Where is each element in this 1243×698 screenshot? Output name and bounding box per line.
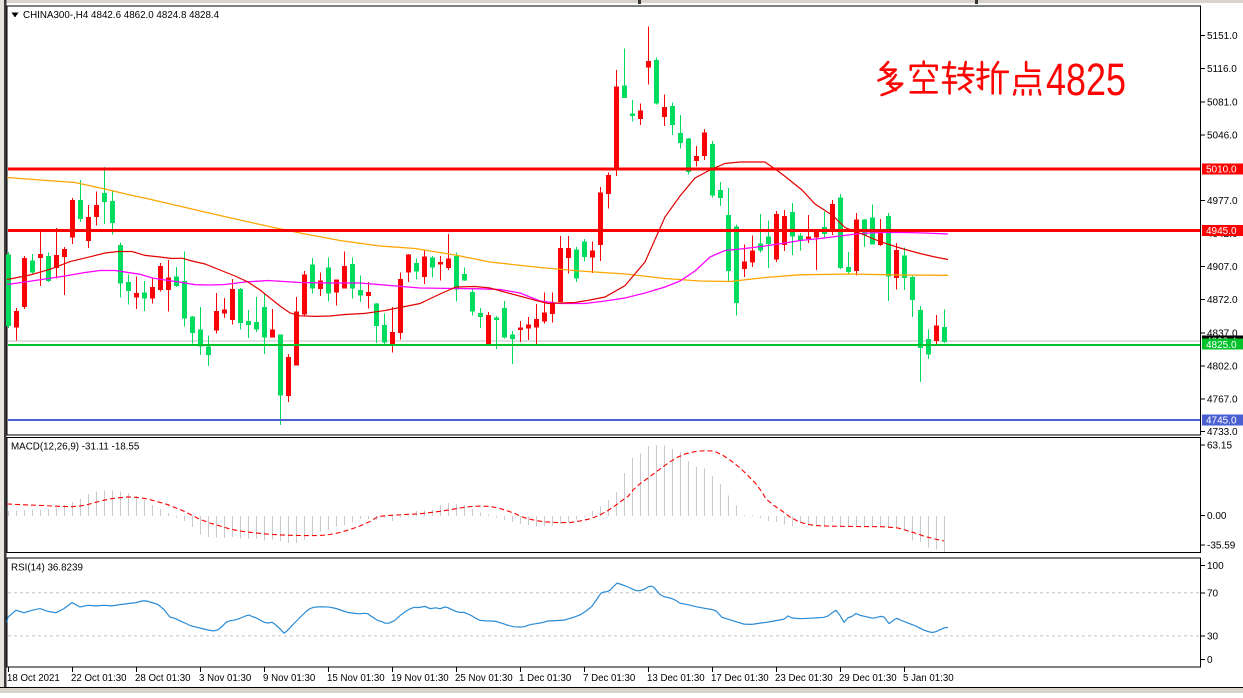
svg-text:29 Dec 01:30: 29 Dec 01:30 <box>839 673 897 684</box>
svg-text:19 Nov 01:30: 19 Nov 01:30 <box>391 673 449 684</box>
svg-text:4745.0: 4745.0 <box>1206 416 1237 427</box>
svg-text:4767.0: 4767.0 <box>1207 395 1238 406</box>
svg-text:5046.0: 5046.0 <box>1207 130 1238 141</box>
svg-text:5010.0: 5010.0 <box>1206 165 1237 176</box>
svg-text:1 Dec 01:30: 1 Dec 01:30 <box>519 673 572 684</box>
svg-text:7 Dec 01:30: 7 Dec 01:30 <box>583 673 636 684</box>
svg-text:CHINA300-,H4 4842.6 4862.0 48: CHINA300-,H4 4842.6 4862.0 4824.8 4828.4 <box>23 10 220 21</box>
svg-text:30: 30 <box>1207 632 1219 643</box>
svg-text:4977.0: 4977.0 <box>1207 196 1238 207</box>
svg-text:0.00: 0.00 <box>1207 511 1227 522</box>
svg-text:9 Nov 01:30: 9 Nov 01:30 <box>263 673 316 684</box>
svg-text:RSI(14) 36.8239: RSI(14) 36.8239 <box>11 563 83 574</box>
svg-text:4945.0: 4945.0 <box>1206 226 1237 237</box>
svg-text:4872.0: 4872.0 <box>1207 295 1238 306</box>
svg-text:MACD(12,26,9) -31.11 -18.55: MACD(12,26,9) -31.11 -18.55 <box>11 442 140 453</box>
svg-text:70: 70 <box>1207 589 1219 600</box>
svg-text:0: 0 <box>1207 655 1213 666</box>
svg-text:5116.0: 5116.0 <box>1207 64 1237 75</box>
svg-text:4802.0: 4802.0 <box>1207 362 1238 373</box>
svg-text:4907.0: 4907.0 <box>1207 262 1238 273</box>
svg-text:4733.0: 4733.0 <box>1207 427 1238 438</box>
svg-text:15 Nov 01:30: 15 Nov 01:30 <box>327 673 385 684</box>
svg-text:4837.0: 4837.0 <box>1207 328 1238 339</box>
svg-text:23 Dec 01:30: 23 Dec 01:30 <box>775 673 833 684</box>
svg-text:25 Nov 01:30: 25 Nov 01:30 <box>455 673 513 684</box>
svg-text:18 Oct 2021: 18 Oct 2021 <box>7 673 60 684</box>
svg-text:13 Dec 01:30: 13 Dec 01:30 <box>647 673 705 684</box>
svg-text:4825: 4825 <box>1046 54 1126 105</box>
svg-text:28 Oct 01:30: 28 Oct 01:30 <box>135 673 191 684</box>
svg-text:17 Dec 01:30: 17 Dec 01:30 <box>711 673 769 684</box>
svg-text:22 Oct 01:30: 22 Oct 01:30 <box>71 673 127 684</box>
svg-text:5151.0: 5151.0 <box>1207 31 1238 42</box>
svg-text:3 Nov 01:30: 3 Nov 01:30 <box>199 673 252 684</box>
svg-text:4825.0: 4825.0 <box>1206 340 1237 351</box>
svg-text:-35.59: -35.59 <box>1207 541 1236 552</box>
svg-text:5081.0: 5081.0 <box>1207 97 1238 108</box>
svg-text:5 Jan 01:30: 5 Jan 01:30 <box>903 673 954 684</box>
svg-text:63.15: 63.15 <box>1207 441 1232 452</box>
svg-text:100: 100 <box>1207 561 1224 572</box>
